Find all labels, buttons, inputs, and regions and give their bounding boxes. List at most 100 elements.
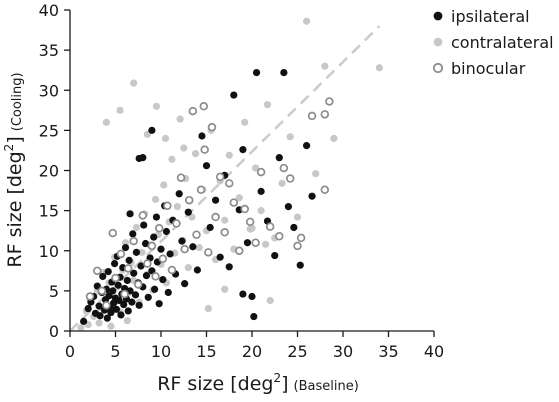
contralateral-point <box>375 64 383 72</box>
ipsilateral-point <box>132 248 141 256</box>
ipsilateral-point <box>99 272 107 281</box>
binocular-point <box>116 249 126 259</box>
y-tick-label: 0 <box>49 322 59 341</box>
contralateral-point <box>116 106 124 114</box>
contralateral-point <box>312 170 320 178</box>
binocular-point <box>138 211 148 220</box>
ipsilateral-point <box>189 243 197 251</box>
contralateral-point <box>95 319 103 327</box>
ipsilateral-point <box>144 293 152 301</box>
ipsilateral-point <box>164 288 172 297</box>
ipsilateral-point <box>202 162 211 170</box>
ipsilateral-point <box>284 203 292 211</box>
legend-marker-ipsilateral <box>433 11 443 21</box>
binocular-point <box>200 145 209 154</box>
ipsilateral-point <box>140 221 148 229</box>
ipsilateral-point <box>139 154 147 162</box>
ipsilateral-point <box>141 239 150 248</box>
legend: ipsilateral contralateral binocular <box>432 7 554 78</box>
ipsilateral-point <box>216 253 224 261</box>
ipsilateral-point <box>239 290 247 298</box>
legend-marker-contralateral <box>433 37 443 47</box>
y-axis-title-main: RF size [deg <box>4 151 26 267</box>
binocular-point <box>108 228 118 238</box>
x-axis-title: RF size [deg2] (Baseline) <box>157 371 359 395</box>
binocular-point <box>240 204 249 214</box>
x-tick-label: 5 <box>110 342 120 361</box>
ipsilateral-point <box>104 268 112 276</box>
ipsilateral-point <box>150 233 158 241</box>
ipsilateral-point <box>148 126 156 134</box>
ipsilateral-point <box>131 291 140 299</box>
ipsilateral-point <box>296 261 304 269</box>
binocular-point <box>188 106 198 116</box>
ipsilateral-point <box>206 223 214 232</box>
ipsilateral-point <box>125 256 133 264</box>
ipsilateral-point <box>129 230 137 238</box>
binocular-point <box>151 272 160 281</box>
contralateral-point <box>241 118 249 126</box>
y-axis-title-note: (Cooling) <box>10 72 25 131</box>
ipsilateral-point <box>84 304 92 313</box>
ipsilateral-point <box>166 250 174 258</box>
ipsilateral-point <box>198 132 206 140</box>
contralateral-point <box>303 17 311 25</box>
ipsilateral-point <box>248 292 256 301</box>
binocular-point <box>204 248 213 257</box>
binocular-point <box>196 185 206 195</box>
ipsilateral-point <box>225 263 233 271</box>
x-tick-label: 15 <box>196 342 216 361</box>
contralateral-point <box>286 133 294 141</box>
contralateral-point <box>221 216 229 224</box>
contralateral-point <box>123 316 131 325</box>
ipsilateral-point <box>152 213 161 221</box>
ipsilateral-point <box>303 142 311 150</box>
ipsilateral-point <box>137 262 145 270</box>
binocular-point <box>167 265 177 275</box>
contralateral-point <box>204 304 212 313</box>
x-tick-label: 35 <box>378 342 398 361</box>
binocular-point <box>293 241 302 251</box>
ipsilateral-point <box>95 302 103 310</box>
binocular-point <box>120 289 129 299</box>
binocular-point <box>184 195 194 205</box>
ipsilateral-point <box>80 317 88 325</box>
y-axis-title-sup: 2 <box>2 144 16 152</box>
contralateral-point <box>130 79 138 87</box>
ticks-layer: 0 5 10 15 20 25 30 35 40 0 5 10 15 20 25 30 35 40 <box>39 1 445 361</box>
contralateral-point <box>266 296 274 305</box>
y-tick-label: 30 <box>39 81 59 100</box>
contralateral-point <box>257 207 265 215</box>
binocular-point <box>85 292 95 301</box>
ipsilateral-point <box>124 307 132 315</box>
x-tick-label: 25 <box>287 342 307 361</box>
contralateral-point <box>195 243 203 252</box>
y-tick-label: 35 <box>39 41 59 60</box>
binocular-point <box>154 224 164 233</box>
binocular-point <box>180 244 189 254</box>
ipsilateral-point <box>178 237 186 245</box>
binocular-point <box>215 172 225 182</box>
binocular-point <box>320 185 330 195</box>
points-layer <box>77 17 383 332</box>
ipsilateral-point <box>239 146 247 154</box>
ipsilateral-point <box>193 266 201 274</box>
ipsilateral-point <box>181 280 189 288</box>
contralateral-point <box>107 322 115 330</box>
binocular-point <box>93 266 102 276</box>
binocular-point <box>245 217 255 227</box>
y-tick-label: 15 <box>39 202 59 221</box>
binocular-point <box>192 230 201 239</box>
contralateral-point <box>225 151 233 159</box>
ipsilateral-point <box>126 210 134 218</box>
y-tick-label: 40 <box>39 1 59 20</box>
ipsilateral-point <box>243 239 252 247</box>
contralateral-point <box>235 194 243 202</box>
ipsilateral-point <box>230 91 238 99</box>
binocular-point <box>176 173 186 182</box>
ipsilateral-point <box>151 285 159 293</box>
ipsilateral-point <box>280 68 288 77</box>
binocular-point <box>235 246 244 256</box>
y-tick-label: 10 <box>39 242 59 261</box>
